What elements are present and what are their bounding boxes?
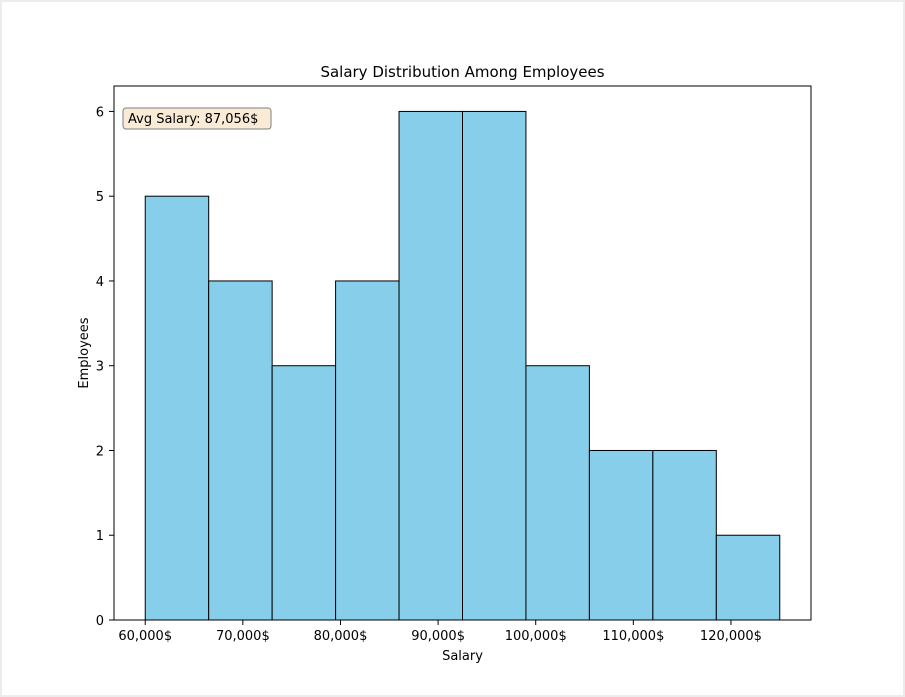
x-tick-label: 70,000$ bbox=[216, 629, 270, 644]
chart-title: Salary Distribution Among Employees bbox=[320, 63, 604, 81]
y-tick-label: 5 bbox=[96, 190, 104, 205]
bars-layer bbox=[144, 110, 781, 621]
x-tick-label: 60,000$ bbox=[118, 629, 172, 644]
x-axis-label: Salary bbox=[442, 649, 483, 664]
y-axis: 0 1 2 3 4 5 6 bbox=[96, 105, 114, 629]
y-tick-label: 1 bbox=[96, 529, 104, 544]
annotation-box bbox=[122, 107, 272, 130]
x-tick-label: 90,000$ bbox=[411, 629, 465, 644]
histogram-bar-4 bbox=[335, 280, 400, 621]
histogram-bar-9 bbox=[652, 449, 717, 621]
histogram-bar-1 bbox=[144, 195, 210, 621]
x-tick-label: 110,000$ bbox=[602, 629, 664, 644]
x-tick-label: 80,000$ bbox=[314, 629, 368, 644]
histogram-bar-6 bbox=[462, 110, 527, 621]
y-tick-label: 2 bbox=[96, 444, 104, 459]
y-tick-label: 0 bbox=[96, 614, 104, 629]
x-axis: 60,000$ 70,000$ 80,000$ 90,000$ 100,000$ 110,… bbox=[118, 620, 762, 644]
x-tick-label: 120,000$ bbox=[700, 629, 762, 644]
histogram-bar-10 bbox=[715, 534, 781, 621]
histogram-bar-2 bbox=[208, 280, 273, 621]
histogram-bar-8 bbox=[588, 449, 654, 621]
y-tick-label: 3 bbox=[96, 360, 104, 375]
histogram-bar-5 bbox=[398, 110, 463, 621]
avg-salary-annotation: Avg Salary: 87,056$ bbox=[122, 107, 272, 130]
plot-area-frame bbox=[113, 85, 812, 621]
histogram-bar-7 bbox=[525, 365, 590, 621]
y-tick-label: 6 bbox=[96, 105, 104, 120]
y-axis-label: Employees bbox=[77, 317, 92, 388]
y-tick-label: 4 bbox=[96, 275, 104, 290]
histogram-bar-3 bbox=[271, 365, 337, 621]
annotation-text: Avg Salary: 87,056$ bbox=[128, 112, 258, 127]
x-tick-label: 100,000$ bbox=[505, 629, 567, 644]
